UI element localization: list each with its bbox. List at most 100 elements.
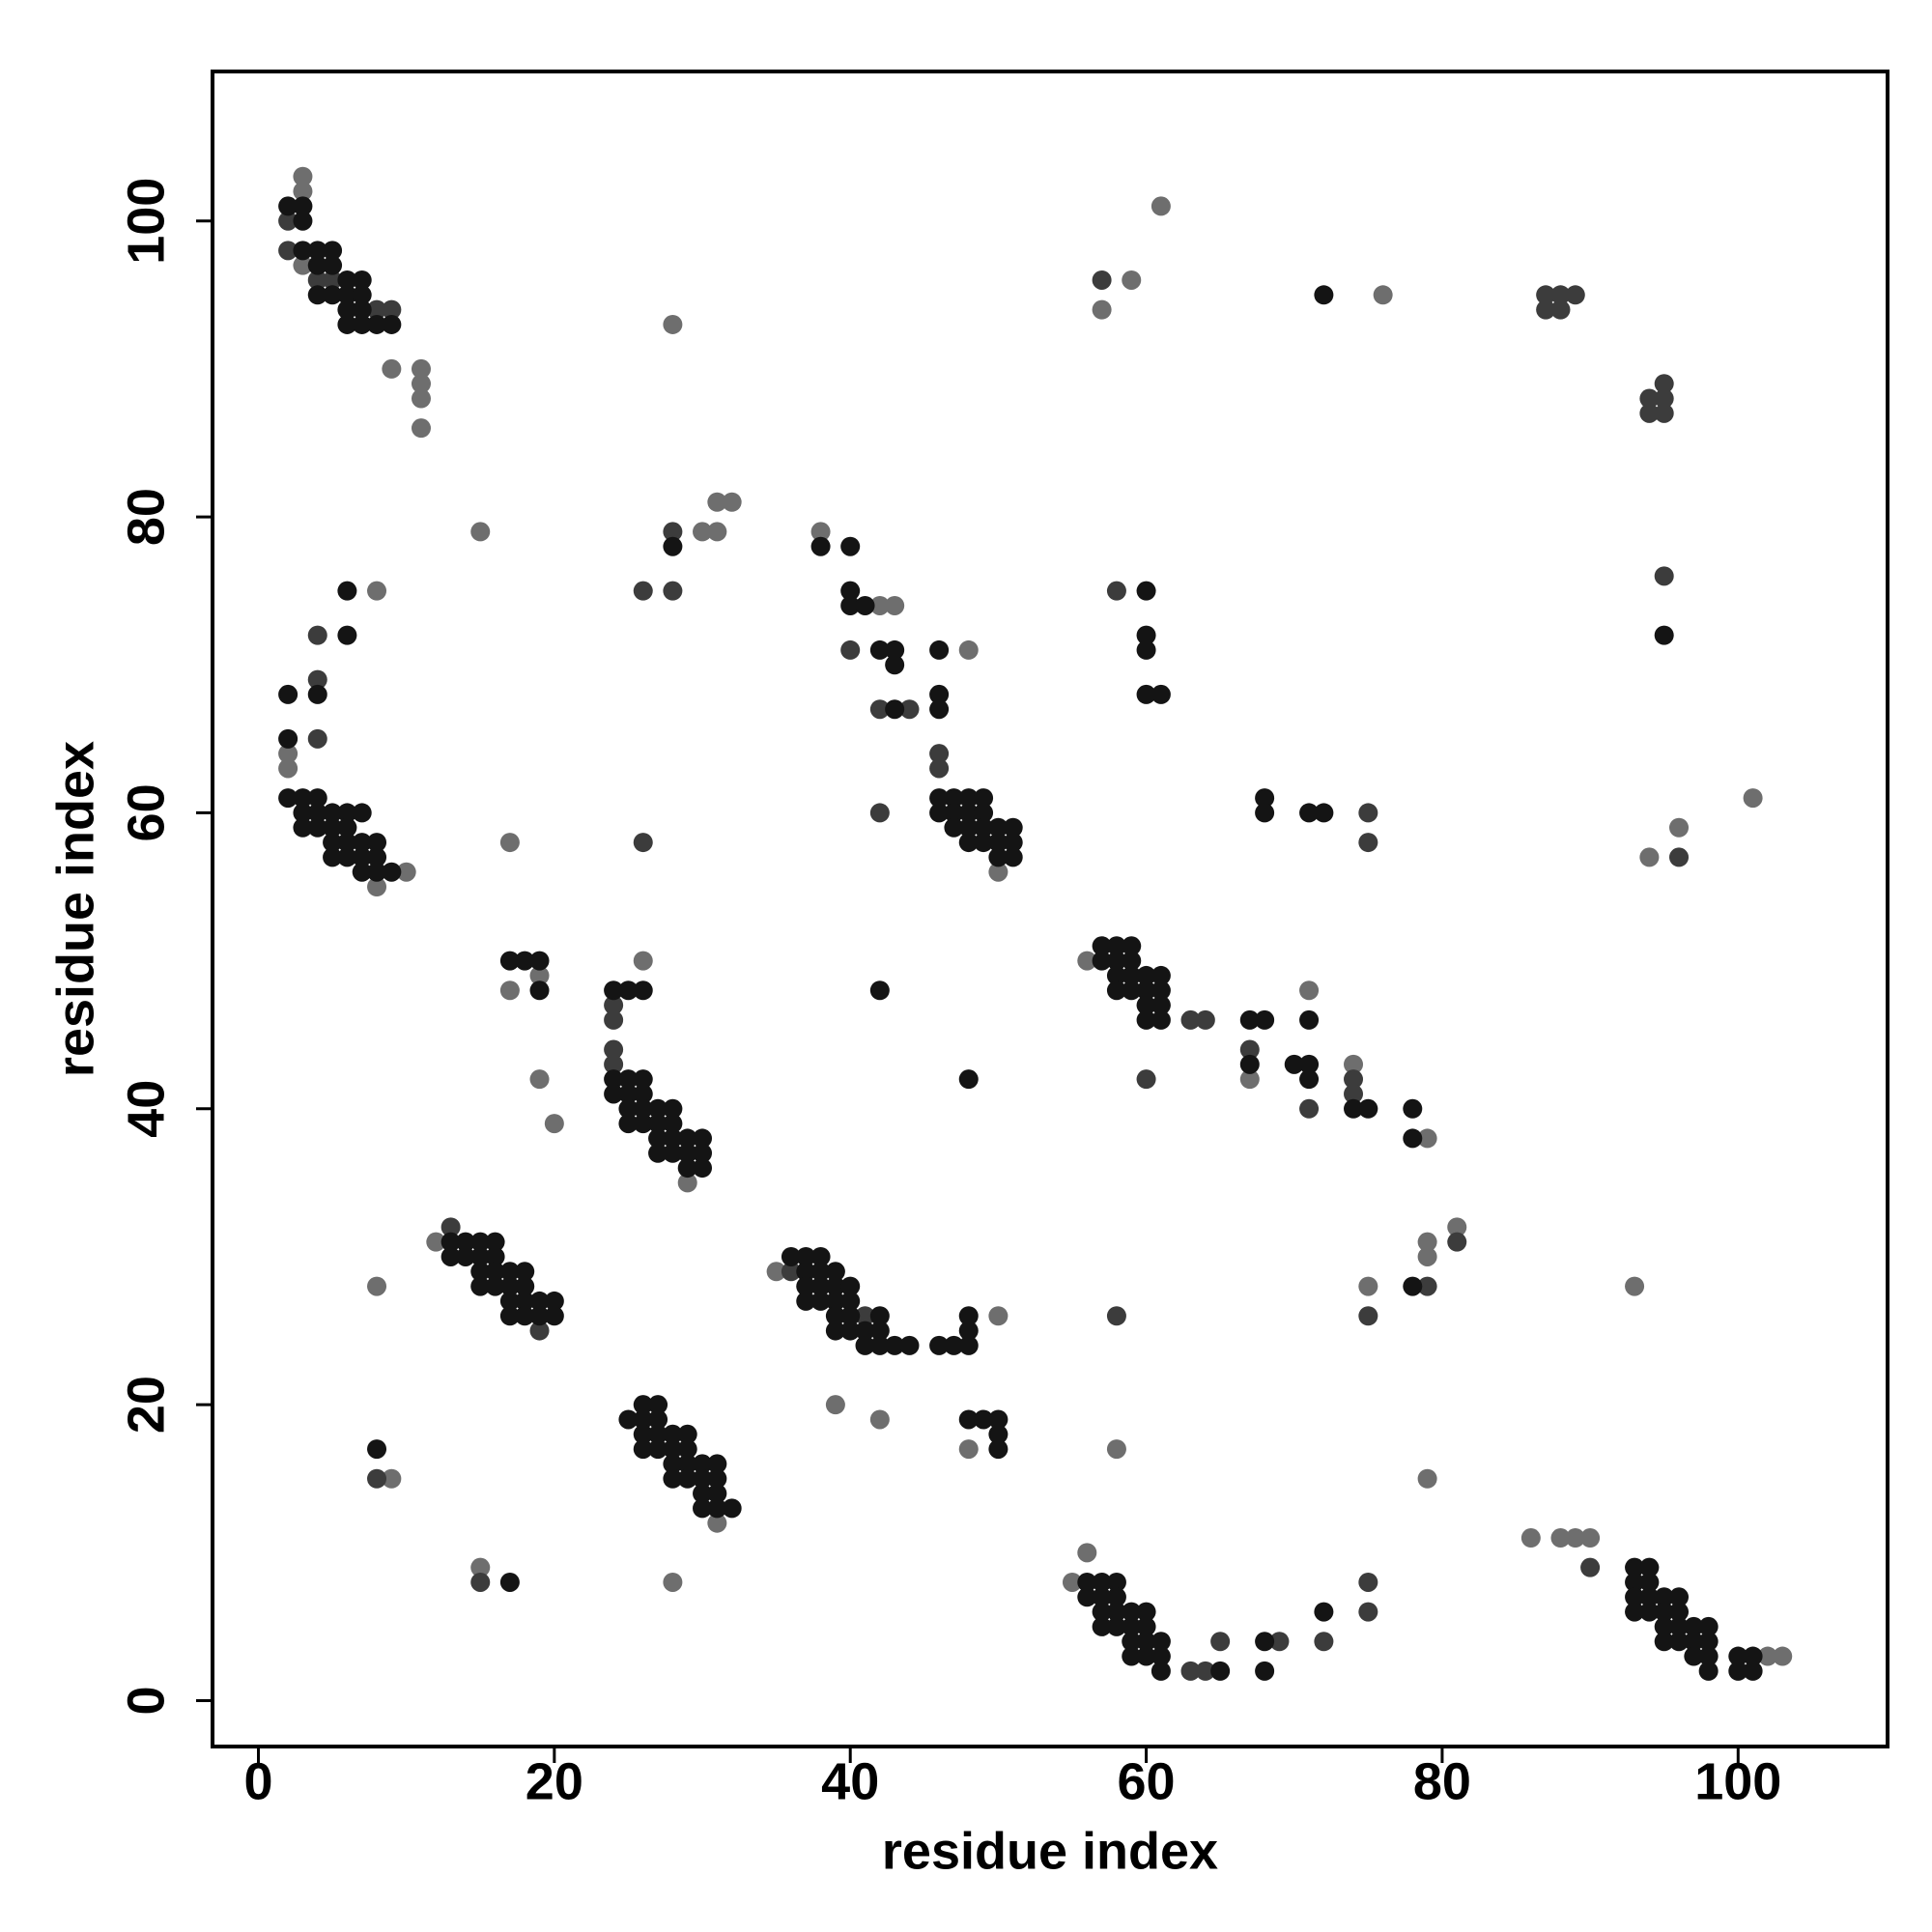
point: [1536, 299, 1556, 320]
point: [663, 1572, 683, 1592]
point: [1299, 803, 1320, 823]
point: [840, 581, 861, 601]
point: [1077, 1543, 1097, 1563]
point: [722, 492, 742, 512]
point: [1417, 1246, 1437, 1266]
point: [1136, 639, 1156, 660]
point: [1106, 951, 1126, 971]
point: [944, 788, 964, 809]
point: [929, 744, 950, 764]
point: [470, 1572, 491, 1592]
point: [663, 1468, 683, 1489]
point: [796, 1291, 816, 1311]
point: [663, 1143, 683, 1163]
point: [1106, 1616, 1126, 1636]
point: [899, 699, 920, 720]
point: [1122, 1602, 1142, 1622]
point: [988, 1439, 1009, 1460]
point: [707, 492, 727, 512]
point: [633, 1439, 653, 1460]
point: [677, 1468, 697, 1489]
plot-frame: [211, 70, 1889, 1748]
point: [648, 1098, 668, 1119]
point: [352, 314, 372, 334]
point: [618, 1409, 639, 1430]
point: [869, 1321, 890, 1341]
point: [1639, 1602, 1660, 1622]
point: [337, 314, 357, 334]
point: [515, 1262, 535, 1282]
point: [1299, 1098, 1320, 1119]
point: [1358, 1306, 1378, 1326]
point: [958, 1409, 979, 1430]
point: [885, 595, 905, 615]
point: [293, 817, 313, 838]
point: [810, 1276, 831, 1296]
point: [1684, 1632, 1704, 1652]
point: [840, 1321, 861, 1341]
point: [1447, 1232, 1467, 1252]
point: [840, 639, 861, 660]
point: [426, 1232, 446, 1252]
point: [1003, 847, 1023, 867]
point: [1344, 1069, 1364, 1090]
point: [1151, 196, 1171, 216]
point: [1314, 1602, 1334, 1622]
point: [1314, 1632, 1334, 1652]
point: [663, 1439, 683, 1460]
point: [974, 1409, 994, 1430]
point: [1151, 1661, 1171, 1681]
point: [307, 669, 327, 690]
point: [1136, 1646, 1156, 1666]
point: [1654, 625, 1674, 645]
point: [944, 803, 964, 823]
point: [869, 1409, 890, 1430]
point: [1344, 1054, 1364, 1074]
point: [485, 1262, 505, 1282]
point: [515, 951, 535, 971]
point: [781, 1262, 801, 1282]
point: [1122, 1616, 1142, 1636]
point: [499, 980, 520, 1001]
point: [633, 1395, 653, 1415]
point: [1743, 788, 1763, 809]
point: [307, 270, 327, 290]
point: [707, 1498, 727, 1519]
point: [648, 1114, 668, 1134]
point: [1122, 936, 1142, 956]
point: [885, 639, 905, 660]
point: [529, 1306, 550, 1326]
point: [1003, 817, 1023, 838]
point: [515, 1306, 535, 1326]
point: [604, 995, 624, 1015]
point: [958, 1321, 979, 1341]
point: [1344, 1084, 1364, 1104]
point: [1358, 833, 1378, 853]
point: [604, 1069, 624, 1090]
point: [633, 581, 653, 601]
point: [929, 639, 950, 660]
point: [1344, 1098, 1364, 1119]
point: [899, 1335, 920, 1355]
point: [810, 522, 831, 542]
point: [544, 1291, 564, 1311]
point: [693, 1128, 713, 1149]
point: [929, 803, 950, 823]
point: [1151, 1009, 1171, 1030]
point: [677, 1454, 697, 1474]
point: [515, 1291, 535, 1311]
point: [648, 1439, 668, 1460]
point: [855, 595, 875, 615]
point: [1136, 1602, 1156, 1622]
point: [1358, 1602, 1378, 1622]
point: [1092, 1572, 1112, 1592]
y-axis-title: residue index: [46, 741, 104, 1077]
point: [1195, 1661, 1215, 1681]
point: [499, 1572, 520, 1592]
point: [293, 196, 313, 216]
point: [440, 1217, 461, 1237]
point: [663, 522, 683, 542]
point: [648, 1128, 668, 1149]
point: [663, 314, 683, 334]
